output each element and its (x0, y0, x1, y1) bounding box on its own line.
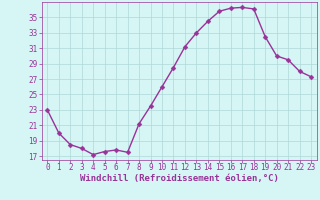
X-axis label: Windchill (Refroidissement éolien,°C): Windchill (Refroidissement éolien,°C) (80, 174, 279, 183)
